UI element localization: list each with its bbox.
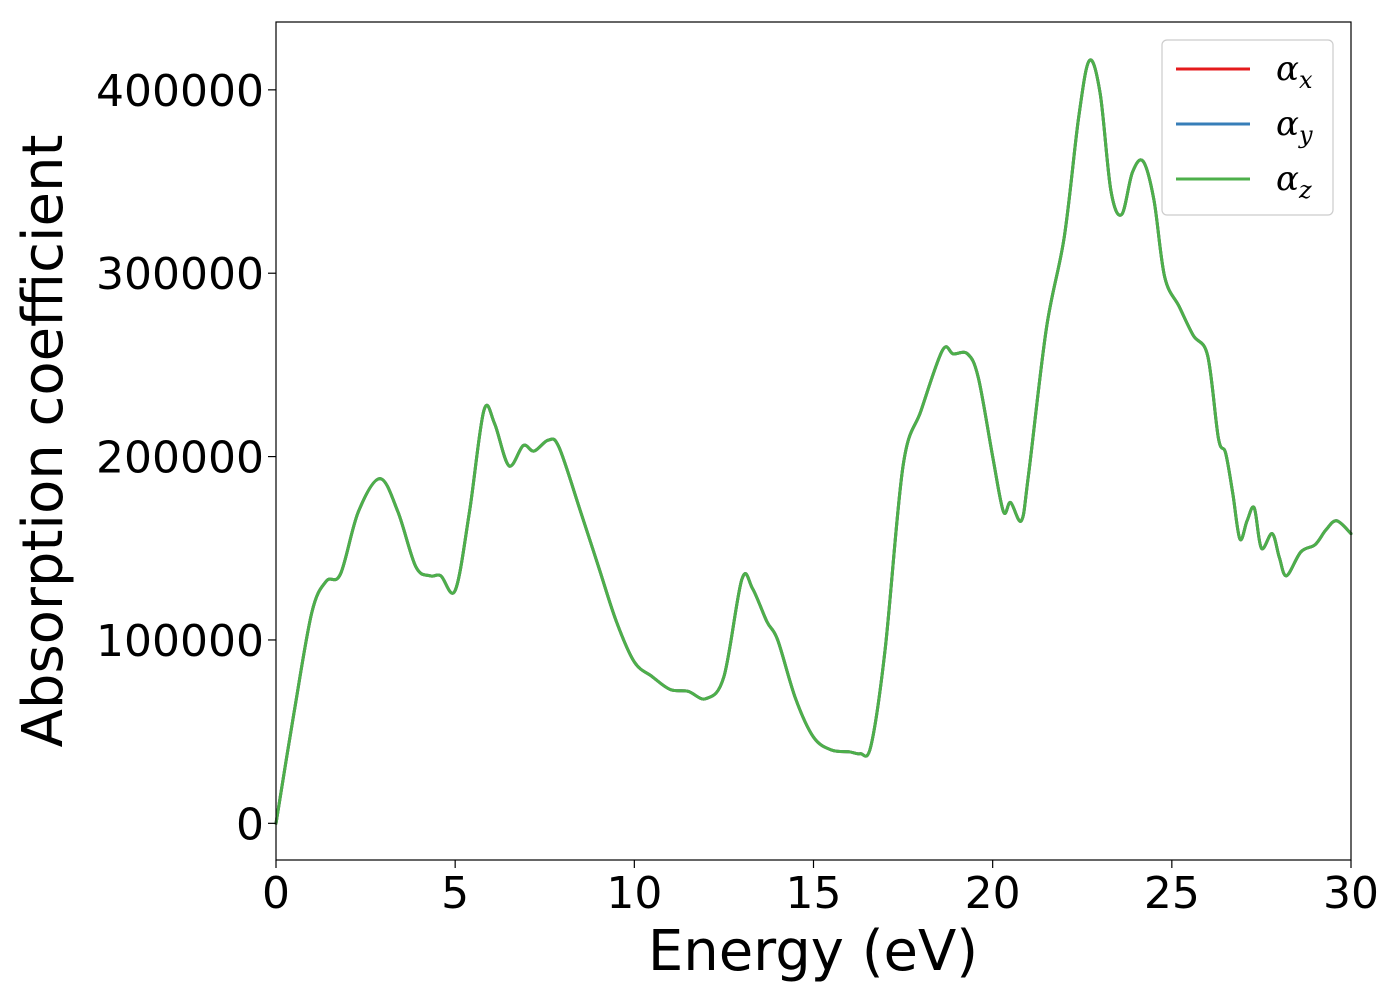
x-tick-label: 25 [1144,868,1200,919]
x-tick-label: 30 [1323,868,1379,919]
x-axis: 0 5 10 15 20 25 30 [262,860,1379,919]
y-tick-label: 300000 [96,249,264,300]
y-tick-label: 200000 [96,433,264,484]
y-tick-label: 400000 [96,66,264,117]
series-layer [274,58,1353,825]
x-tick-label: 20 [965,868,1021,919]
series-line-z [274,58,1353,825]
x-tick-label: 15 [786,868,842,919]
y-axis: 0 100000 200000 300000 400000 [96,66,276,850]
y-axis-label: Absorption coefficient [11,135,76,748]
x-tick-label: 10 [606,868,662,919]
y-tick-label: 100000 [96,616,264,667]
x-tick-label: 5 [441,868,469,919]
x-axis-label: Energy (eV) [648,919,978,984]
x-tick-label: 0 [262,868,290,919]
legend-box [1161,39,1334,216]
y-tick-label: 0 [236,799,264,850]
